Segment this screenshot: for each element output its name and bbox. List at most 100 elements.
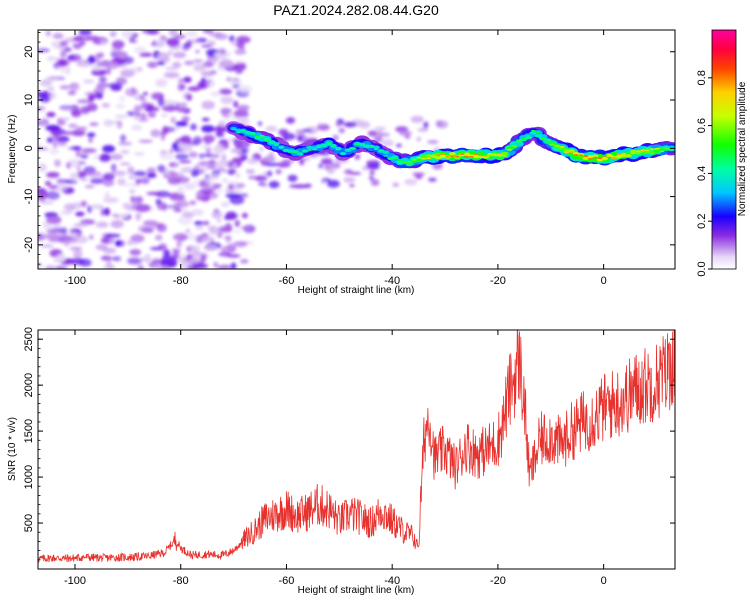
noise-blob	[344, 169, 353, 175]
ridge-cell	[307, 149, 313, 151]
ridge-cell	[497, 153, 503, 156]
noise-blob	[76, 61, 91, 67]
noise-blob	[73, 35, 85, 42]
noise-blob	[136, 104, 147, 111]
snr-x-tick-label: -40	[384, 575, 400, 587]
colorbar-ticks: 0.0 0.2 0.4 0.6 0.8	[696, 70, 712, 277]
ridge-cell	[502, 155, 508, 157]
noise-blob	[179, 102, 188, 108]
noise-blob	[187, 86, 201, 92]
noise-blob	[177, 144, 193, 153]
ridge-cell	[463, 152, 471, 156]
noise-blob	[234, 49, 247, 55]
noise-blob	[268, 181, 280, 189]
noise-blob	[193, 59, 203, 63]
noise-blob	[47, 76, 62, 81]
noise-blob	[169, 148, 174, 154]
noise-blob	[44, 181, 52, 186]
colorbar-tick-label: 0.8	[696, 70, 708, 85]
ridge-cell	[240, 129, 246, 131]
ridge-cell	[288, 151, 294, 153]
noise-blob	[89, 122, 99, 126]
noise-blob	[232, 228, 242, 234]
noise-blob	[143, 220, 159, 226]
noise-blob	[178, 78, 184, 83]
snr-x-axis-label: Height of straight line (km)	[298, 585, 415, 596]
noise-blob	[370, 178, 380, 187]
ridge-cell	[511, 145, 517, 147]
noise-blob	[436, 120, 449, 129]
noise-blob	[176, 239, 182, 248]
noise-blob	[147, 62, 157, 69]
noise-blob	[217, 232, 223, 238]
ridge-cell	[483, 155, 489, 157]
ridge-cell	[653, 149, 661, 153]
noise-blob	[258, 182, 265, 186]
noise-blob	[229, 80, 243, 85]
snr-y-axis-label: SNR (10 * v/v)	[7, 417, 18, 481]
ridge-cell	[350, 147, 355, 150]
ridge-cell	[472, 154, 480, 159]
noise-blob	[155, 78, 168, 88]
ridge-cell	[354, 143, 360, 146]
noise-blob	[318, 163, 323, 169]
ridge-cell	[245, 130, 251, 133]
noise-blob	[150, 129, 161, 138]
noise-blob	[53, 265, 68, 269]
noise-blob	[135, 212, 142, 218]
noise-blob	[161, 258, 178, 267]
ridge-cell	[469, 156, 474, 158]
noise-blob	[203, 153, 212, 158]
noise-blob	[126, 242, 139, 246]
noise-blob	[96, 40, 101, 45]
noise-blob	[164, 171, 171, 176]
ridge-cell	[359, 144, 365, 147]
noise-blob	[133, 112, 139, 121]
noise-blob	[226, 77, 232, 82]
noise-blob	[366, 160, 372, 168]
snr-x-tick-label: -100	[64, 575, 86, 587]
noise-blob	[166, 37, 180, 47]
noise-blob	[66, 67, 71, 75]
noise-blob	[289, 184, 300, 188]
noise-blob	[202, 30, 214, 34]
noise-blob	[172, 61, 182, 68]
noise-blob	[241, 212, 248, 219]
noise-blob	[45, 233, 61, 240]
noise-blob	[168, 105, 176, 109]
noise-blob	[103, 197, 119, 204]
noise-blob	[200, 70, 214, 77]
noise-blob	[109, 153, 124, 160]
noise-blob	[123, 56, 134, 64]
snr-y-tick-label: 2000	[23, 373, 35, 397]
noise-blob	[130, 234, 145, 243]
ridge-cell	[416, 156, 422, 159]
noise-blob	[67, 90, 77, 96]
ridge-cell	[530, 129, 536, 132]
noise-blob	[257, 121, 263, 126]
noise-blob	[267, 170, 273, 177]
noise-blob	[235, 145, 242, 149]
noise-blob	[134, 96, 141, 101]
noise-blob	[139, 52, 153, 57]
noise-blob	[187, 232, 196, 241]
noise-blob	[378, 132, 391, 137]
ridge-cell	[616, 153, 622, 155]
noise-blob	[200, 79, 213, 83]
noise-blob	[100, 207, 105, 217]
colorbar-tick-label: 0.4	[696, 166, 708, 181]
noise-blob	[160, 132, 166, 141]
noise-blob	[190, 169, 199, 177]
noise-blob	[38, 191, 49, 198]
noise-blob	[59, 106, 75, 112]
noise-blob	[326, 179, 340, 188]
noise-blob	[218, 252, 232, 257]
noise-blob	[219, 59, 234, 68]
noise-blob	[181, 116, 190, 122]
noise-blob	[149, 247, 163, 251]
noise-blob	[111, 40, 125, 49]
noise-blob	[117, 51, 128, 58]
noise-blob	[38, 147, 49, 151]
noise-blob	[282, 133, 296, 140]
